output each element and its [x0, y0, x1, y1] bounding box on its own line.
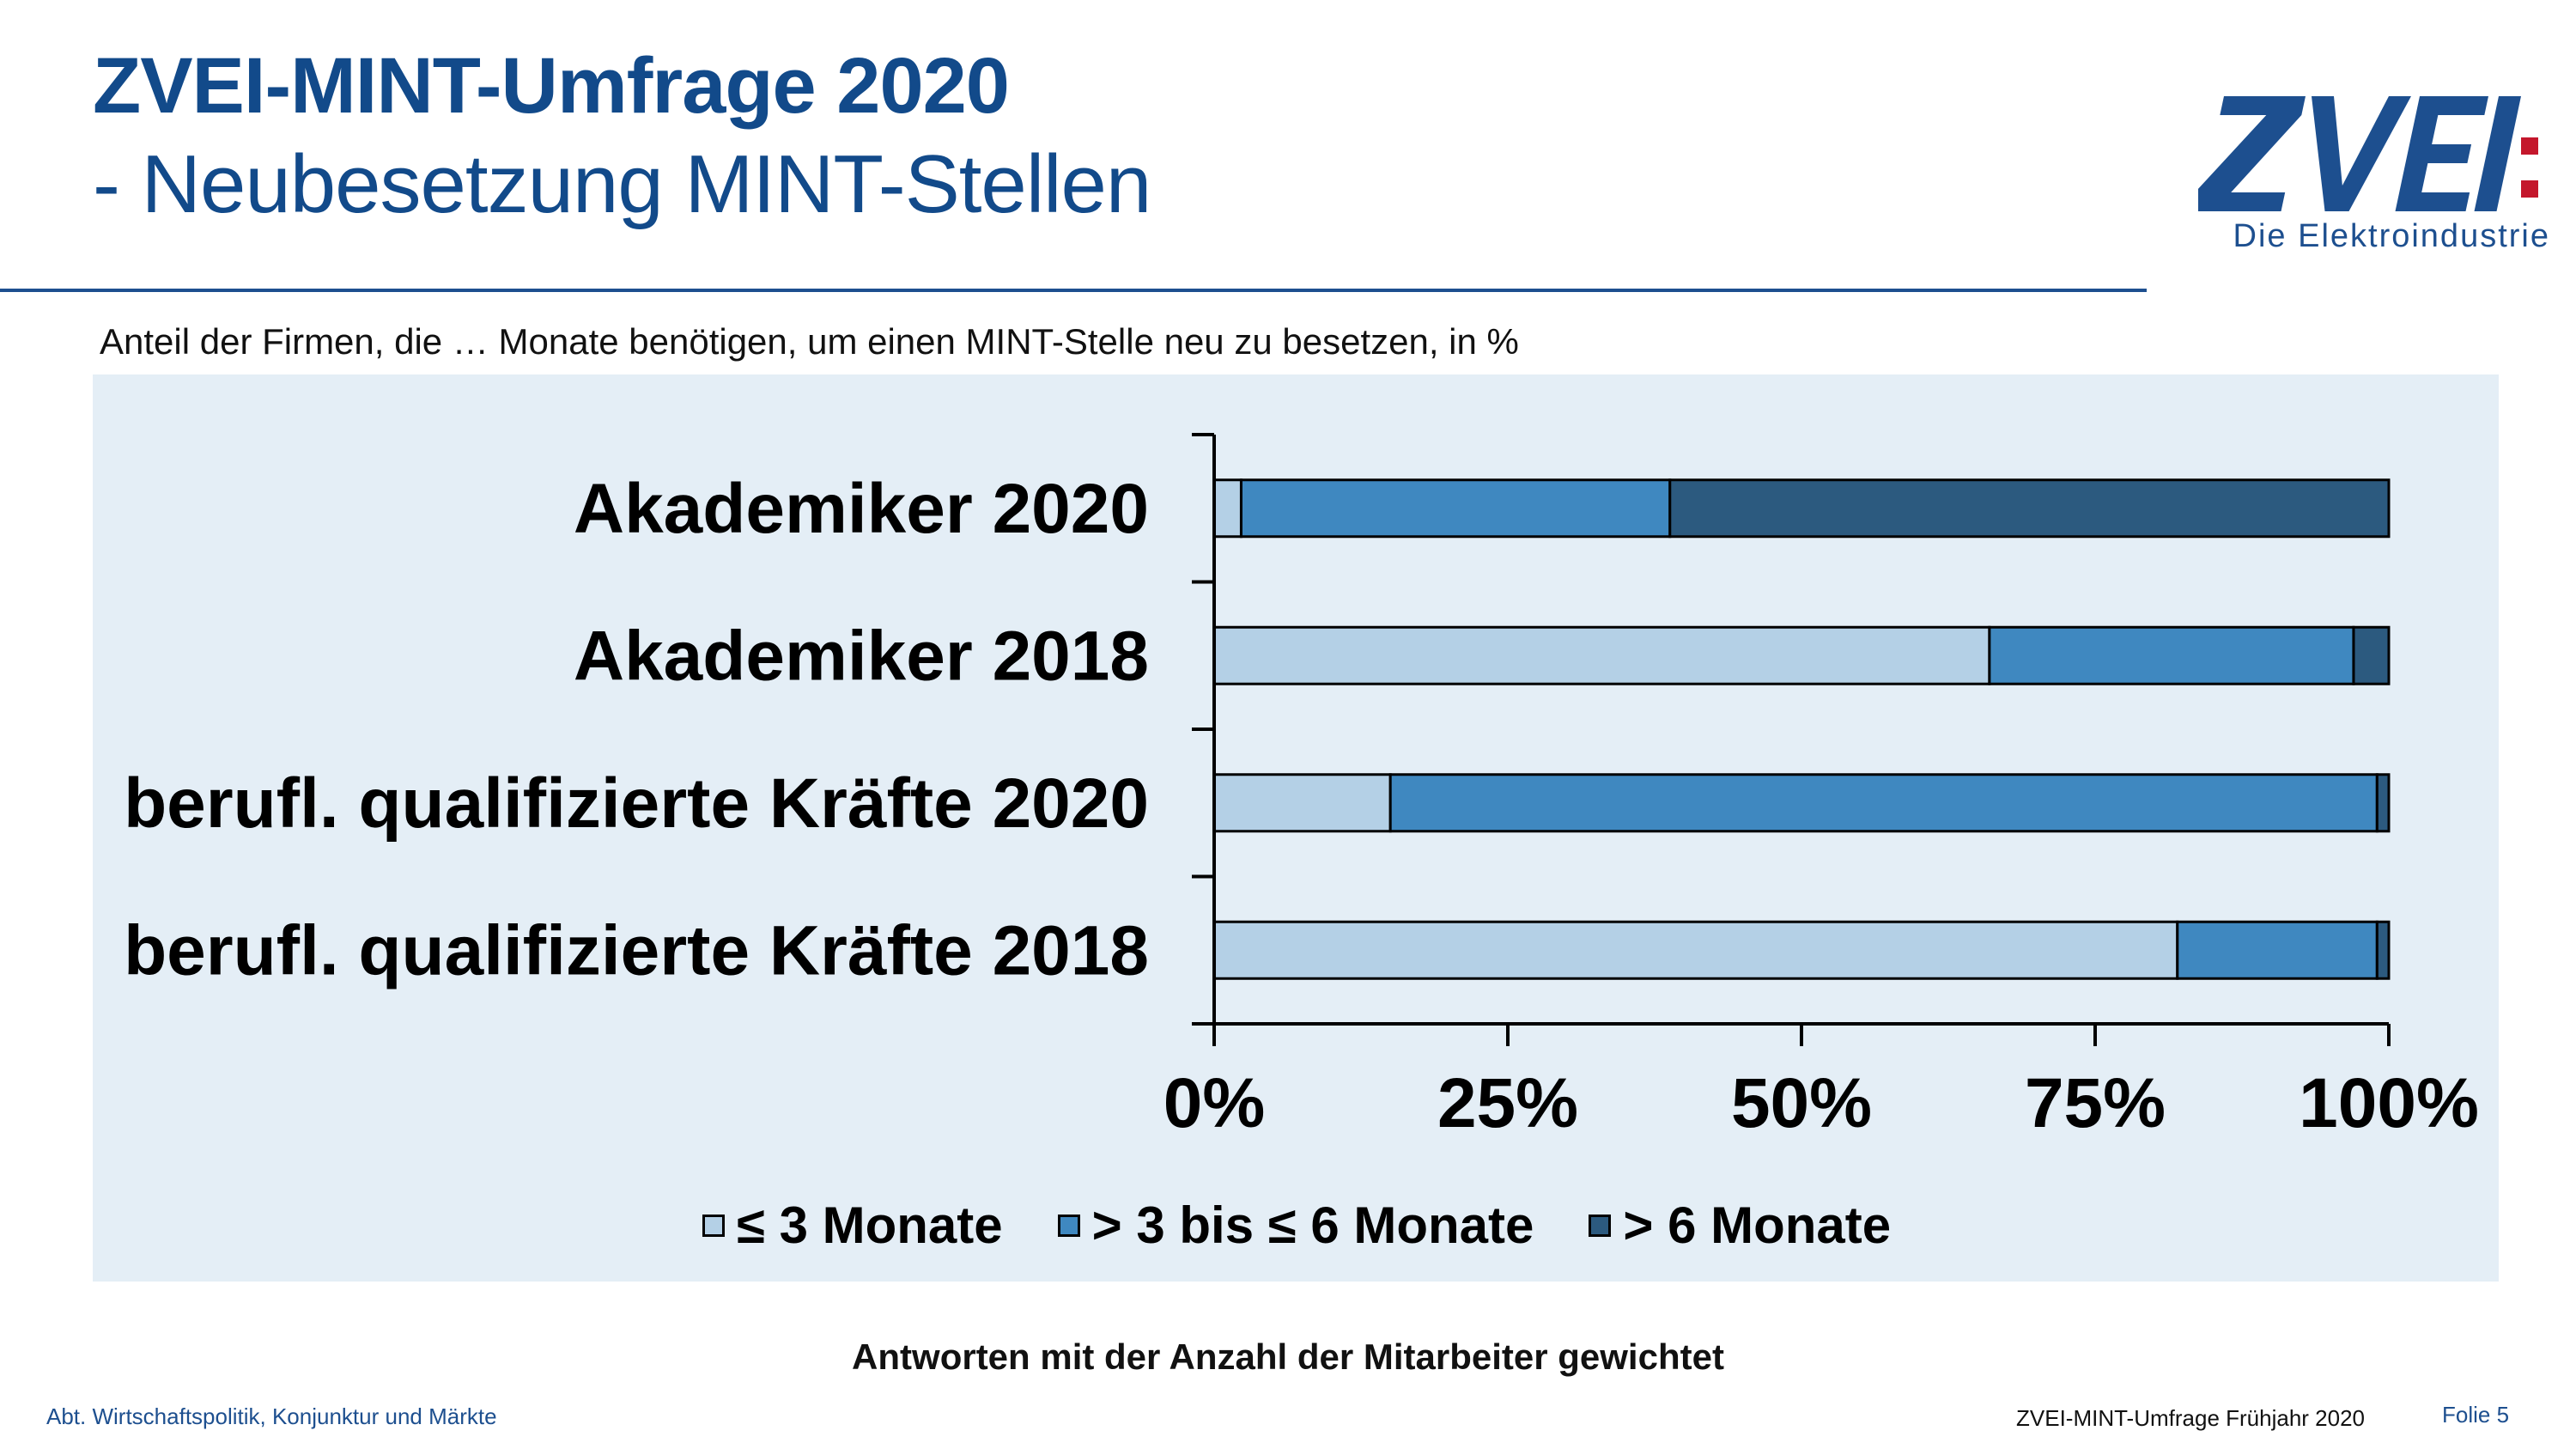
legend-item-long: > 6 Monate — [1589, 1196, 1891, 1255]
legend-label-long: > 6 Monate — [1623, 1196, 1892, 1254]
x-tick-label: 75% — [2025, 1064, 2166, 1142]
chart-legend: ≤ 3 Monate > 3 bis ≤ 6 Monate > 6 Monate — [702, 1196, 1946, 1255]
category-label: Akademiker 2020 — [574, 470, 1149, 548]
legend-label-short: ≤ 3 Monate — [737, 1196, 1003, 1254]
legend-swatch-long — [1589, 1214, 1612, 1237]
stacked-bar-chart: Akademiker 2020 Akademiker 2018 berufl. qu… — [124, 433, 2479, 1142]
bar-segment-1-1 — [1988, 625, 2355, 685]
bar-segment-1-0 — [1212, 625, 1991, 685]
bar-segment-2-0 — [1212, 773, 1392, 833]
zvei-logo-mark — [2190, 96, 2538, 211]
legend-item-medium: > 3 bis ≤ 6 Monate — [1057, 1196, 1534, 1255]
x-tick-label: 100% — [2299, 1064, 2479, 1142]
legend-item-short: ≤ 3 Monate — [702, 1196, 1003, 1255]
logo-tagline: Die Elektroindustrie — [2233, 218, 2550, 254]
category-label: berufl. qualifizierte Kräfte 2020 — [124, 764, 1149, 843]
zvei-logo: Die Elektroindustrie — [2190, 79, 2550, 259]
x-tick-label: 0% — [1163, 1064, 1266, 1142]
chart-subtitle: Anteil der Firmen, die … Monate benötige… — [100, 321, 1519, 362]
category-label: berufl. qualifizierte Kräfte 2018 — [124, 911, 1149, 989]
footer-slide-number: Folie 5 — [2442, 1402, 2510, 1428]
slide-subtitle: - Neubesetzung MINT-Stellen — [93, 138, 1151, 230]
bar-segment-3-2 — [2375, 920, 2391, 980]
footer-survey-name: ZVEI-MINT-Umfrage Frühjahr 2020 — [2016, 1405, 2366, 1431]
weighting-note: Antworten mit der Anzahl der Mitarbeiter… — [852, 1336, 1724, 1377]
header-divider — [0, 289, 2147, 292]
category-label: Akademiker 2018 — [574, 617, 1149, 695]
slide-title: ZVEI-MINT-Umfrage 2020 — [93, 42, 1010, 130]
bar-segment-0-0 — [1212, 478, 1242, 539]
bar-segment-3-1 — [2176, 920, 2379, 980]
bar-segment-2-1 — [1388, 773, 2379, 833]
bar-segment-0-1 — [1239, 478, 1672, 539]
x-tick-label: 25% — [1437, 1064, 1578, 1142]
legend-label-medium: > 3 bis ≤ 6 Monate — [1091, 1196, 1534, 1254]
x-tick-label: 50% — [1731, 1064, 1872, 1142]
bar-segment-0-2 — [1668, 478, 2391, 539]
bar-segment-3-0 — [1212, 920, 2179, 980]
legend-swatch-short — [702, 1214, 725, 1237]
bar-segment-2-2 — [2375, 773, 2391, 833]
legend-swatch-medium — [1057, 1214, 1080, 1237]
chart-panel: Akademiker 2020 Akademiker 2018 berufl. qu… — [93, 374, 2499, 1282]
bar-segment-1-2 — [2352, 625, 2391, 685]
footer-department: Abt. Wirtschaftspolitik, Konjunktur und … — [46, 1403, 497, 1429]
